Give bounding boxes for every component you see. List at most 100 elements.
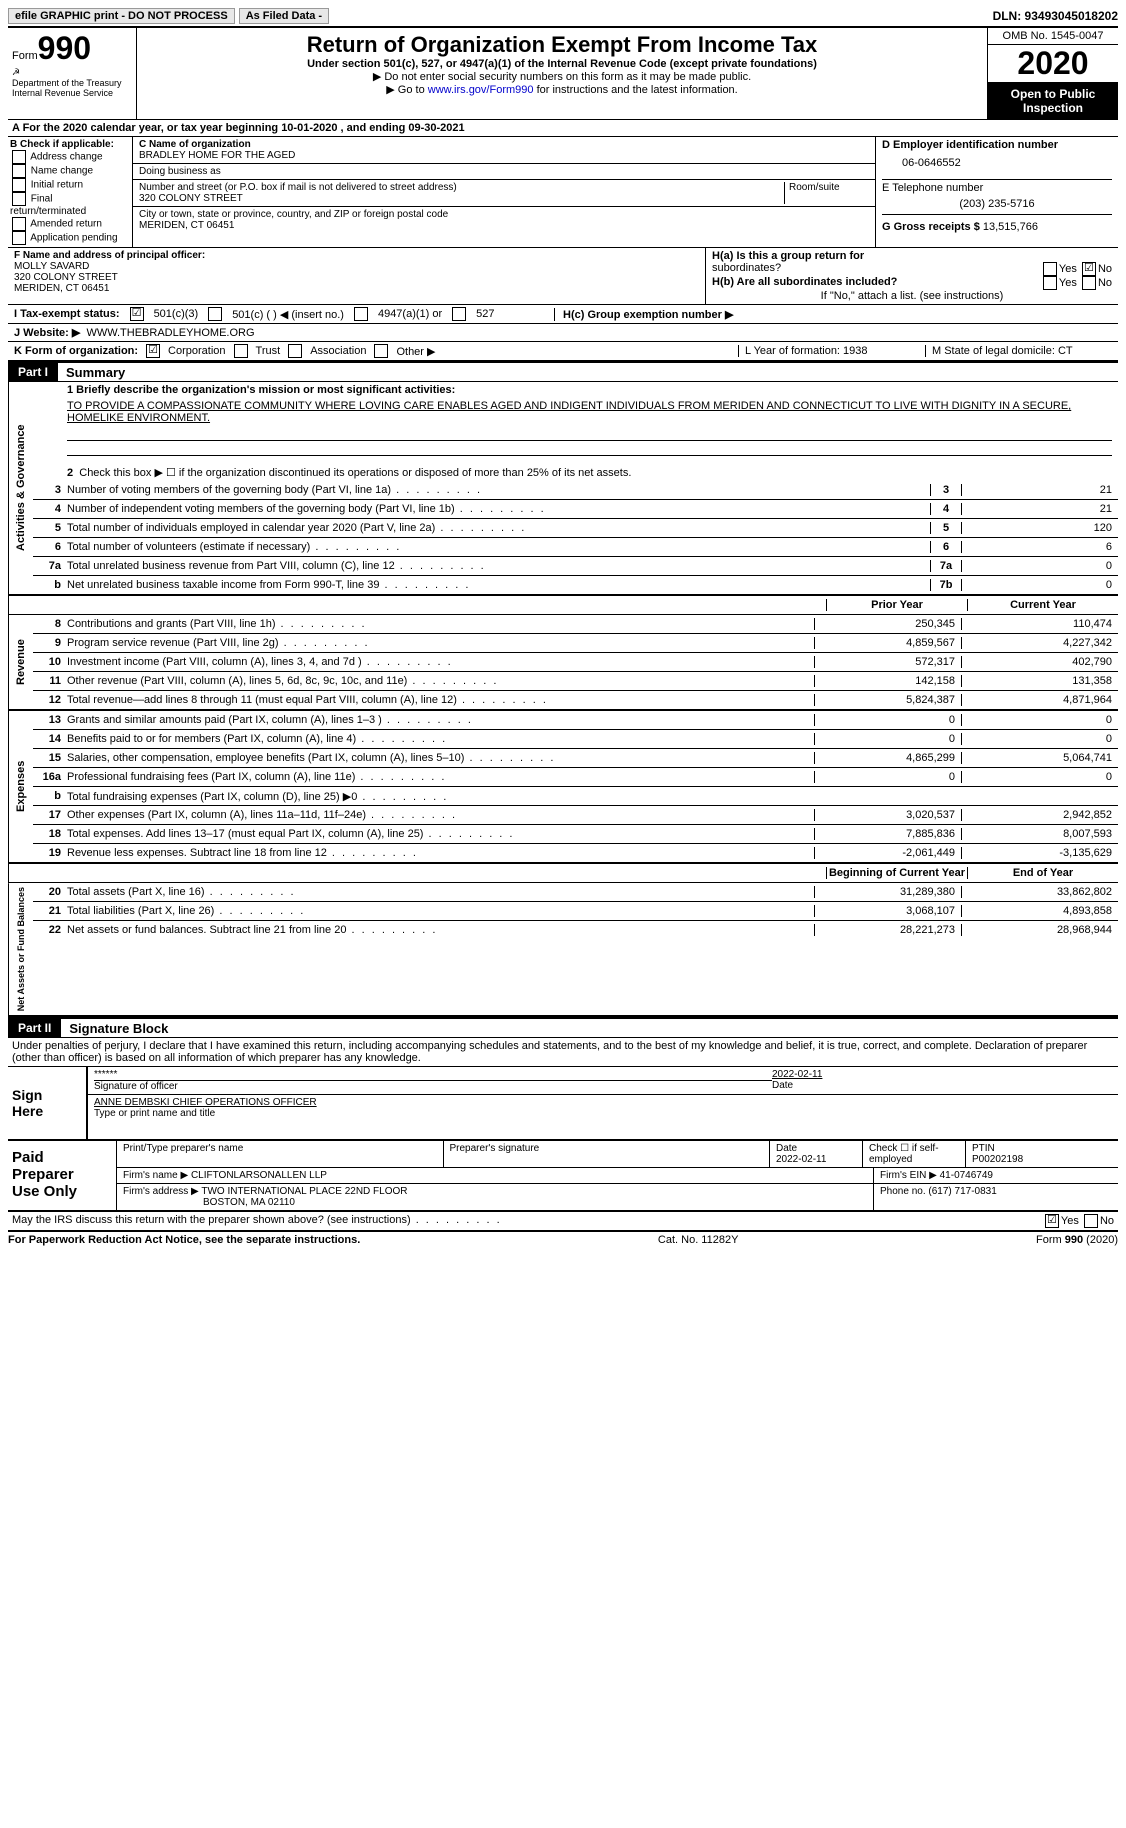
subtitle: Under section 501(c), 527, or 4947(a)(1)… xyxy=(141,58,983,70)
line-3: 3Number of voting members of the governi… xyxy=(33,481,1118,500)
line-12: 12Total revenue—add lines 8 through 11 (… xyxy=(33,691,1118,709)
street-addr: 320 COLONY STREET xyxy=(139,193,784,204)
line-14: 14Benefits paid to or for members (Part … xyxy=(33,730,1118,749)
discuss-row: May the IRS discuss this return with the… xyxy=(8,1212,1118,1232)
cb-amended[interactable]: Amended return xyxy=(10,217,130,231)
opt-527: 527 xyxy=(476,308,494,320)
f-lbl: F Name and address of principal officer: xyxy=(14,250,205,261)
line-22: 22Net assets or fund balances. Subtract … xyxy=(33,921,1118,939)
part2-title: Signature Block xyxy=(61,1021,168,1036)
line-b: bTotal fundraising expenses (Part IX, co… xyxy=(33,787,1118,806)
line-4: 4Number of independent voting members of… xyxy=(33,500,1118,519)
dept-treasury: Department of the Treasury Internal Reve… xyxy=(12,78,132,98)
cat-no: Cat. No. 11282Y xyxy=(658,1234,739,1246)
website-val: WWW.THEBRADLEYHOME.ORG xyxy=(86,327,254,339)
activities-governance: Activities & Governance 1 Briefly descri… xyxy=(8,382,1118,596)
part2-header: Part II Signature Block xyxy=(8,1017,1118,1038)
footer: For Paperwork Reduction Act Notice, see … xyxy=(8,1232,1118,1246)
h-a: H(a) Is this a group return for xyxy=(712,250,1112,262)
cb-name[interactable]: Name change xyxy=(10,164,130,178)
line-16a: 16aProfessional fundraising fees (Part I… xyxy=(33,768,1118,787)
line-10: 10Investment income (Part VIII, column (… xyxy=(33,653,1118,672)
k-lbl: K Form of organization: xyxy=(14,345,138,357)
cb-501c[interactable] xyxy=(208,307,222,321)
col-f-officer: F Name and address of principal officer:… xyxy=(8,248,706,304)
prep-name-hdr: Print/Type preparer's name xyxy=(117,1141,444,1167)
year-header-row: Prior Year Current Year xyxy=(8,596,1118,615)
col-d-ein: D Employer identification number 06-0646… xyxy=(875,137,1118,247)
netassets-section: Net Assets or Fund Balances 20Total asse… xyxy=(8,883,1118,1017)
cb-address[interactable]: Address change xyxy=(10,150,130,164)
line-8: 8Contributions and grants (Part VIII, li… xyxy=(33,615,1118,634)
line-9: 9Program service revenue (Part VIII, lin… xyxy=(33,634,1118,653)
sig-stars: ****** xyxy=(94,1069,772,1080)
cb-pending[interactable]: Application pending xyxy=(10,231,130,245)
q2: 2 Check this box ▶ ☐ if the organization… xyxy=(33,464,1118,481)
row-j: J Website: ▶ WWW.THEBRADLEYHOME.ORG xyxy=(8,324,1118,342)
cb-initial[interactable]: Initial return xyxy=(10,178,130,192)
i-lbl: I Tax-exempt status: xyxy=(14,308,120,320)
line-11: 11Other revenue (Part VIII, column (A), … xyxy=(33,672,1118,691)
type-name-lbl: Type or print name and title xyxy=(94,1108,1112,1119)
j-lbl: J Website: ▶ xyxy=(14,326,80,339)
goto-line: ▶ Go to www.irs.gov/Form990 for instruct… xyxy=(141,83,983,96)
row-k: K Form of organization: ☑ Corporation Tr… xyxy=(8,342,1118,361)
cb-assoc[interactable] xyxy=(288,344,302,358)
form-number: 990 xyxy=(38,30,91,66)
form-header: Form990 ☭ Department of the Treasury Int… xyxy=(8,28,1118,120)
line-17: 17Other expenses (Part IX, column (A), l… xyxy=(33,806,1118,825)
prior-year-hdr: Prior Year xyxy=(826,599,967,611)
current-year-hdr: Current Year xyxy=(967,599,1118,611)
cb-501c3[interactable]: ☑ xyxy=(130,307,144,321)
col-c-org: C Name of organization BRADLEY HOME FOR … xyxy=(133,137,875,247)
room-lbl: Room/suite xyxy=(785,182,869,204)
org-name: BRADLEY HOME FOR THE AGED xyxy=(139,150,869,161)
h-b-yesno: Yes No xyxy=(1041,276,1112,290)
cb-527[interactable] xyxy=(452,307,466,321)
omb-number: OMB No. 1545-0047 xyxy=(988,28,1118,45)
ein-val: 06-0646552 xyxy=(882,151,1112,179)
revenue-section: Revenue 8Contributions and grants (Part … xyxy=(8,615,1118,711)
firm-ein: Firm's EIN ▶ 41-0746749 xyxy=(874,1168,1118,1183)
officer-typed: ANNE DEMBSKI CHIEF OPERATIONS OFFICER xyxy=(94,1097,1112,1108)
sign-here-section: SignHere ****** Signature of officer 202… xyxy=(8,1066,1118,1141)
opt-4947: 4947(a)(1) or xyxy=(378,308,442,320)
side-expenses: Expenses xyxy=(8,711,33,862)
blank1 xyxy=(67,426,1112,441)
cb-final[interactable]: Final return/terminated xyxy=(10,192,130,217)
cb-4947[interactable] xyxy=(354,307,368,321)
part1-header: Part I Summary xyxy=(8,361,1118,382)
cb-trust[interactable] xyxy=(234,344,248,358)
m-state: M State of legal domicile: CT xyxy=(925,345,1112,357)
irs-link[interactable]: www.irs.gov/Form990 xyxy=(428,84,534,96)
tel-val: (203) 235-5716 xyxy=(882,194,1112,214)
header-left: Form990 ☭ Department of the Treasury Int… xyxy=(8,28,137,119)
h-a-yesno: Yes ☑No xyxy=(1041,262,1112,276)
prep-date: Date2022-02-11 xyxy=(770,1141,863,1167)
side-revenue: Revenue xyxy=(8,615,33,709)
part1-label: Part I xyxy=(8,363,58,381)
l-year-formation: L Year of formation: 1938 xyxy=(738,345,925,357)
goto-suffix: for instructions and the latest informat… xyxy=(534,84,738,96)
form-footer: Form 990 (2020) xyxy=(1036,1234,1118,1246)
ssn-warning: ▶ Do not enter social security numbers o… xyxy=(141,70,983,83)
line-19: 19Revenue less expenses. Subtract line 1… xyxy=(33,844,1118,862)
line-20: 20Total assets (Part X, line 16)31,289,3… xyxy=(33,883,1118,902)
goto-prefix: ▶ Go to xyxy=(386,84,427,96)
h-note: If "No," attach a list. (see instruction… xyxy=(712,290,1112,302)
discuss-yesno: ☑Yes No xyxy=(1043,1214,1114,1228)
h-b: H(b) Are all subordinates included? xyxy=(712,276,897,290)
city-val: MERIDEN, CT 06451 xyxy=(139,220,869,231)
gross-line: G Gross receipts $ 13,515,766 xyxy=(882,214,1112,233)
city-lbl: City or town, state or province, country… xyxy=(139,209,869,220)
opt-501c3: 501(c)(3) xyxy=(154,308,199,320)
line-b: bNet unrelated business taxable income f… xyxy=(33,576,1118,594)
form-word: Form xyxy=(12,50,38,62)
cb-other[interactable] xyxy=(374,344,388,358)
line-15: 15Salaries, other compensation, employee… xyxy=(33,749,1118,768)
line-5: 5Total number of individuals employed in… xyxy=(33,519,1118,538)
b-title: B Check if applicable: xyxy=(10,139,130,150)
opt-trust: Trust xyxy=(256,345,281,357)
cb-corp[interactable]: ☑ xyxy=(146,344,160,358)
end-year-hdr: End of Year xyxy=(967,867,1118,879)
